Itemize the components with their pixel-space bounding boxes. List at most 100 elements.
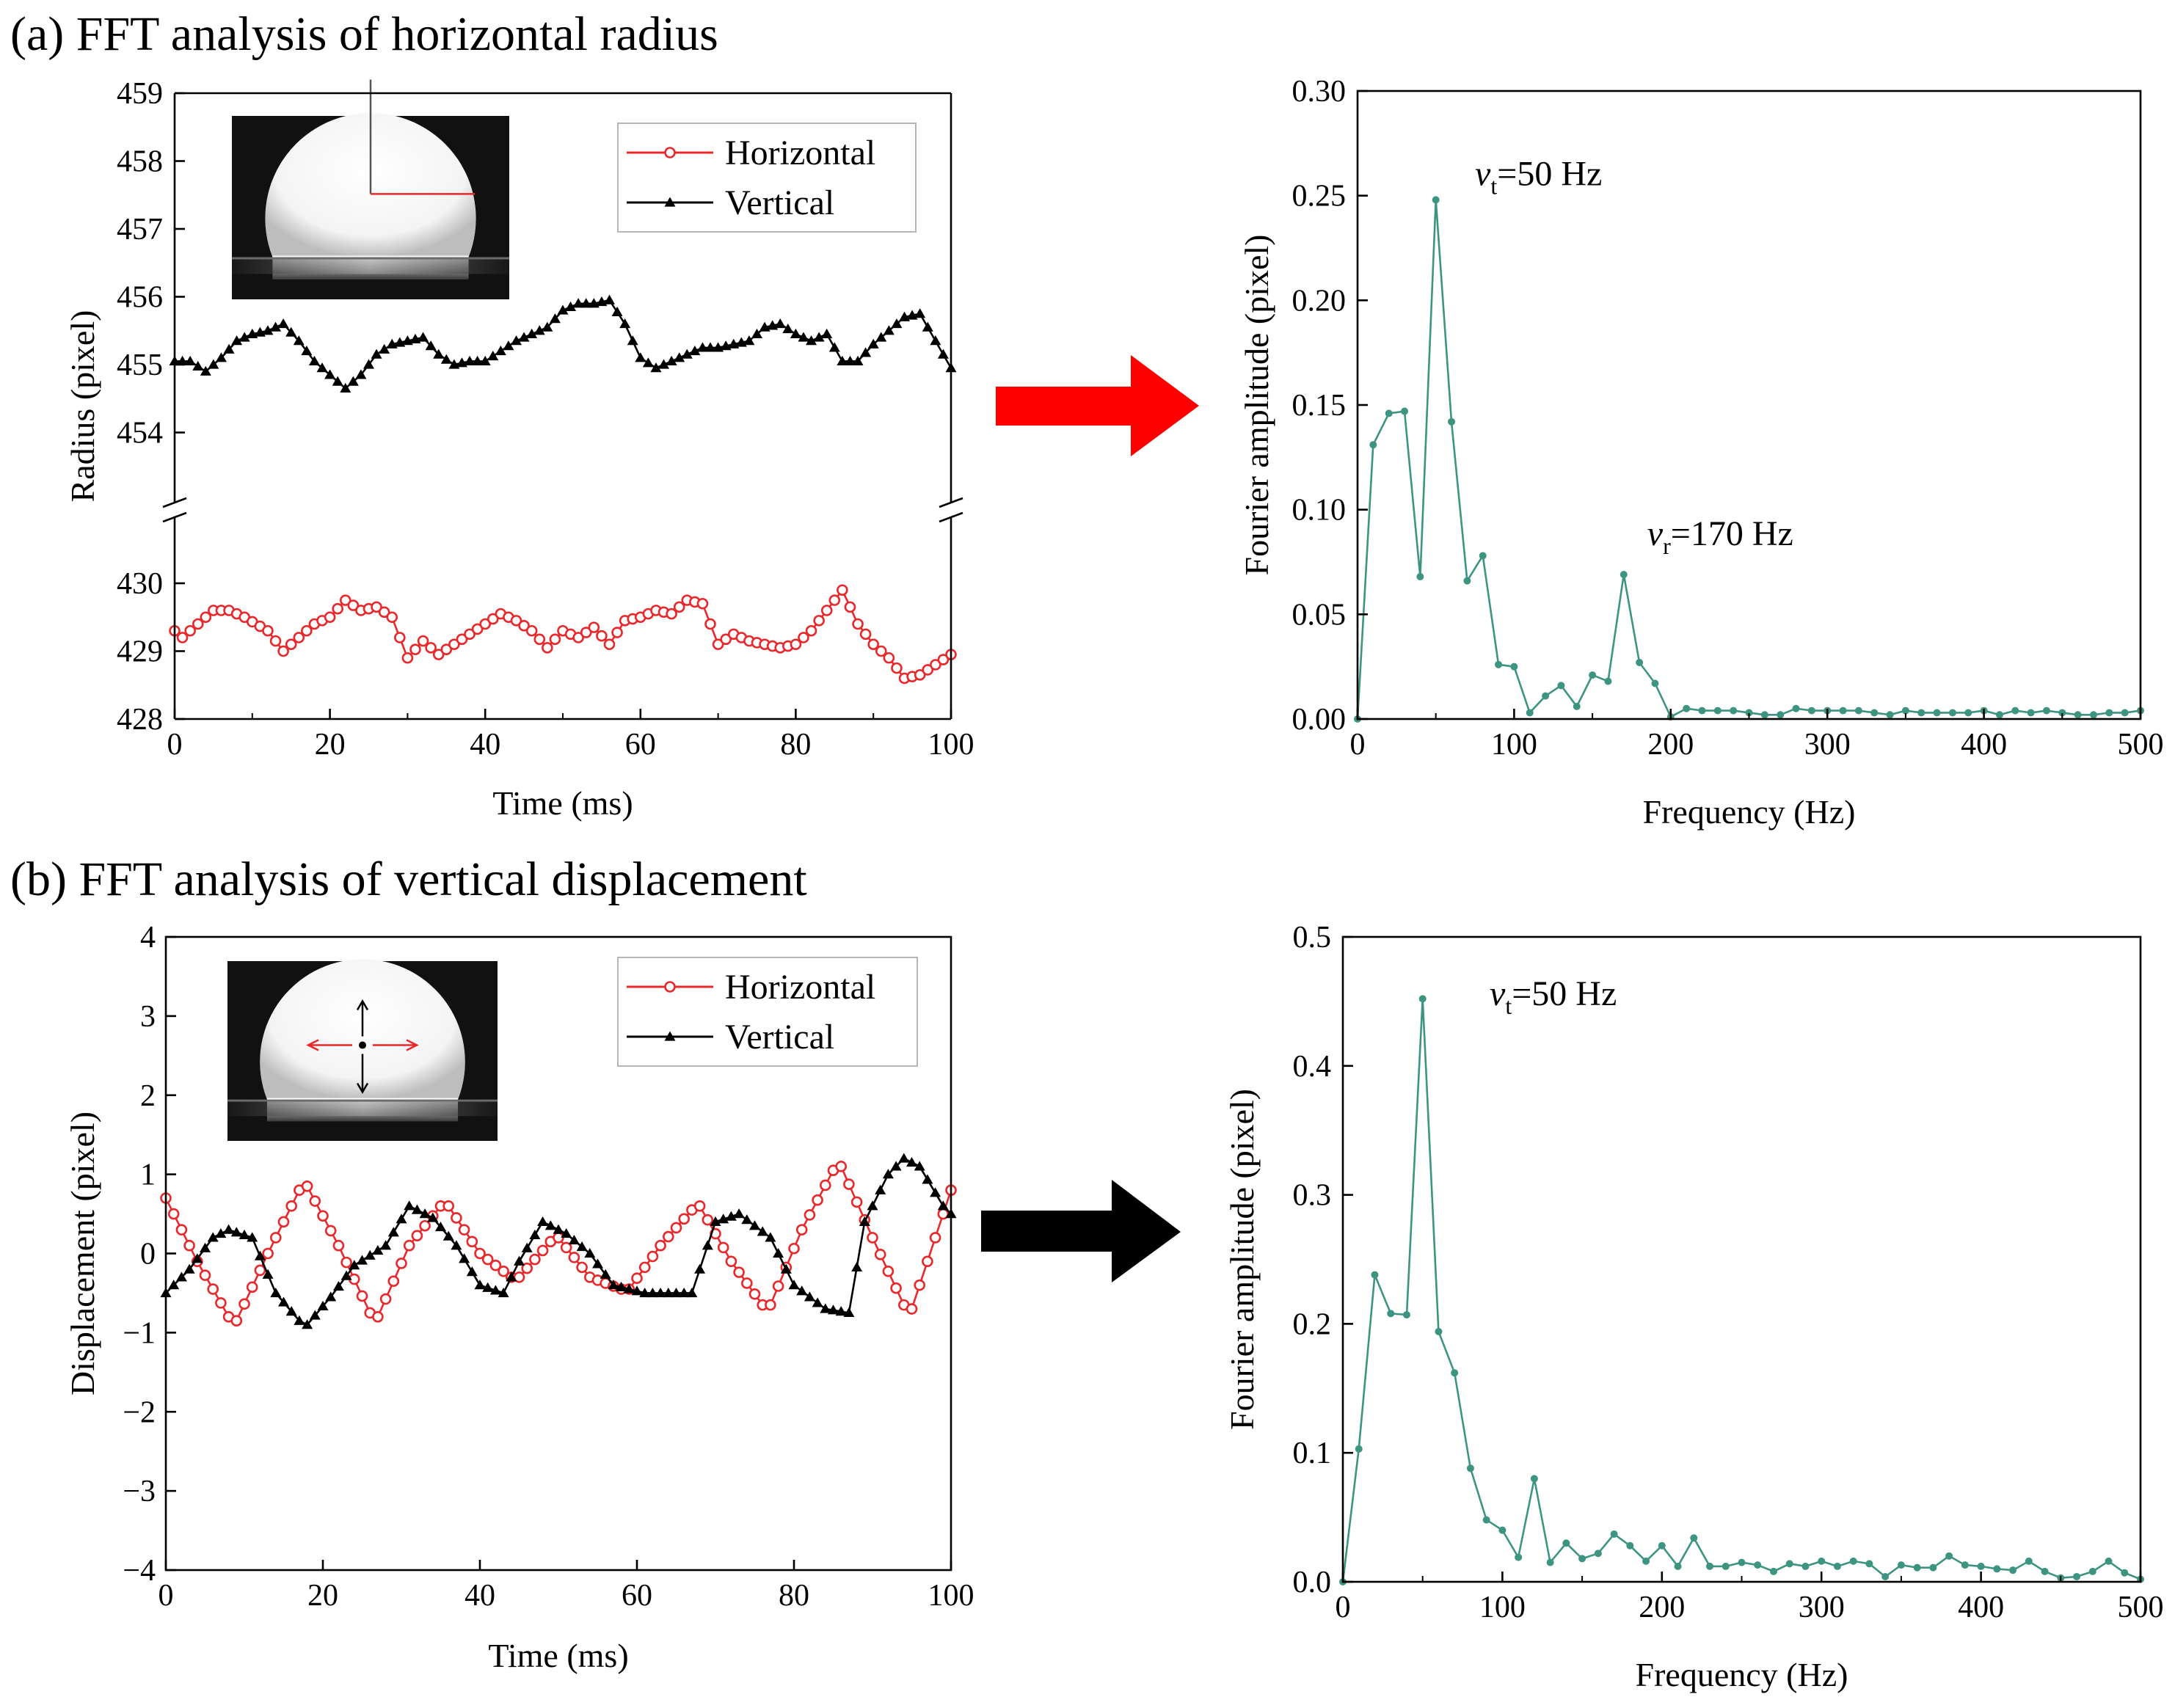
- fft-point: [1929, 1563, 1937, 1572]
- fft-point: [1993, 1565, 2001, 1573]
- data-point: [183, 1239, 195, 1252]
- data-point: [922, 664, 934, 676]
- y-axis-label: Fourier amplitude (pixel): [1238, 235, 1275, 576]
- data-point: [425, 642, 437, 654]
- data-point: [867, 1200, 878, 1211]
- data-point: [411, 1230, 423, 1242]
- data-point: [192, 618, 204, 630]
- data-point: [514, 1255, 525, 1266]
- data-point: [662, 1230, 674, 1243]
- data-point: [427, 1212, 439, 1222]
- data-point: [498, 1265, 509, 1277]
- displacement-fft-chart: 0 100 200 300 400 500 0.0 0.1 0.2 0.3 0.4 0.5 Freque…: [1223, 921, 2164, 1693]
- axis-break-mark: [162, 497, 187, 508]
- data-point: [192, 1253, 203, 1263]
- fft-point: [1730, 707, 1738, 715]
- data-point: [619, 318, 631, 329]
- data-point: [451, 1212, 462, 1224]
- fft-point: [1589, 671, 1597, 679]
- fft-point: [2042, 707, 2050, 715]
- data-point: [357, 1255, 368, 1265]
- down-arrow-head: [356, 1082, 369, 1095]
- substrate-line: [232, 257, 509, 260]
- data-point: [850, 1196, 863, 1208]
- data-point: [922, 321, 933, 332]
- data-point: [317, 1210, 329, 1222]
- data-point: [820, 605, 833, 616]
- data-point: [611, 627, 623, 638]
- data-point: [898, 1153, 910, 1163]
- fft-point: [1722, 1562, 1730, 1570]
- data-point: [741, 1214, 753, 1225]
- annotation-text: =50 Hz: [1497, 154, 1602, 193]
- fft-point: [1948, 709, 1956, 717]
- data-point: [269, 1232, 282, 1244]
- fft-line: [1356, 200, 2141, 720]
- data-point: [456, 633, 468, 646]
- data-point: [542, 642, 553, 654]
- annotation-subscript: r: [1663, 533, 1671, 559]
- data-point: [472, 355, 484, 365]
- fft-point: [1510, 663, 1518, 671]
- data-point: [309, 1310, 321, 1320]
- legend-entry: Horizontal: [725, 134, 875, 172]
- y-axis-label: Fourier amplitude (pixel): [1223, 1089, 1261, 1430]
- data-point: [435, 1222, 446, 1232]
- fft-point: [1435, 1327, 1443, 1335]
- fft-point: [1683, 704, 1691, 712]
- data-point: [749, 1220, 760, 1230]
- data-point: [774, 318, 786, 329]
- data-point: [301, 624, 313, 637]
- data-point: [828, 342, 840, 352]
- x-tick-label: 100: [928, 1579, 974, 1613]
- data-point: [356, 1290, 368, 1302]
- data-point: [549, 313, 561, 324]
- data-point: [874, 1249, 886, 1260]
- fft-point: [1369, 441, 1377, 449]
- fft-point: [1636, 658, 1644, 666]
- data-point: [757, 1226, 768, 1236]
- data-point: [696, 342, 708, 352]
- fft-point: [1401, 407, 1409, 415]
- data-point: [340, 382, 351, 393]
- data-point: [262, 1247, 274, 1260]
- data-point: [325, 1291, 337, 1302]
- data-point: [301, 346, 313, 356]
- data-point: [623, 1283, 635, 1293]
- data-point: [673, 601, 685, 613]
- fft-point: [2073, 1572, 2081, 1580]
- fft-point: [1901, 707, 1909, 715]
- fft-point: [1573, 702, 1581, 710]
- x-tick-label: 0: [1336, 1591, 1351, 1624]
- data-point: [572, 632, 584, 643]
- data-point: [718, 1214, 729, 1224]
- data-point: [914, 1161, 925, 1171]
- axis-break-mark: [939, 497, 963, 508]
- data-point: [175, 1271, 187, 1282]
- data-point: [937, 654, 950, 665]
- x-tick-label: 400: [1961, 728, 2007, 762]
- data-point: [301, 1180, 313, 1192]
- data-point: [835, 1161, 847, 1172]
- fft-point: [2121, 1569, 2129, 1577]
- data-point: [396, 1258, 407, 1269]
- panel-a-title: (a) FFT analysis of horizontal radius: [10, 7, 718, 61]
- fft-point: [2011, 707, 2019, 715]
- y-tick-label: −2: [123, 1395, 156, 1429]
- data-point: [324, 369, 336, 379]
- fft-point: [1562, 1539, 1570, 1547]
- data-point: [339, 594, 351, 606]
- data-point: [215, 1228, 227, 1238]
- y-tick-label: 4: [140, 921, 156, 955]
- y-tick-label: −1: [123, 1316, 156, 1350]
- data-point: [394, 632, 406, 643]
- x-tick-label: 80: [779, 1579, 809, 1613]
- data-point: [495, 346, 506, 356]
- fft-point: [1482, 1516, 1490, 1524]
- substrate-glow: [232, 259, 509, 274]
- fft-point: [2088, 1567, 2096, 1575]
- data-point: [906, 1156, 917, 1167]
- data-point: [332, 602, 343, 615]
- data-point: [518, 332, 530, 342]
- fft-point: [1526, 709, 1534, 717]
